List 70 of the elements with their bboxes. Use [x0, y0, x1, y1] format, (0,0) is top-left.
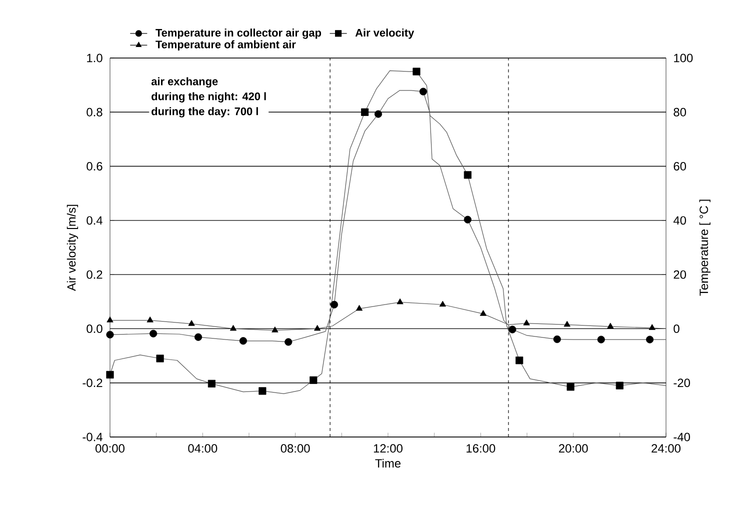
point — [553, 335, 561, 344]
x-tick-label: 20:00 — [558, 444, 588, 453]
point — [396, 298, 404, 304]
y2-tick-label: 100 — [674, 54, 693, 62]
point — [284, 338, 292, 346]
point — [150, 330, 158, 338]
y-tick-label: 0.6 — [86, 162, 102, 171]
x-tick-label: 04:00 — [188, 444, 218, 453]
point — [194, 333, 202, 341]
y2-axis-title: Temperature [ °C ] — [699, 200, 710, 296]
x-tick-label: 00:00 — [96, 444, 124, 453]
y-tick-label: -0.2 — [82, 378, 102, 388]
y2-tick-label: 60 — [674, 162, 686, 171]
point — [480, 310, 487, 316]
point — [146, 316, 154, 322]
y2-tick-label: 40 — [673, 216, 686, 225]
point — [258, 387, 266, 395]
y-tick-label: 0.4 — [86, 216, 102, 225]
y-tick-label: -0.4 — [82, 432, 102, 442]
legend-label: Temperature of ambient air — [156, 40, 296, 50]
point — [330, 300, 338, 308]
point — [464, 216, 472, 224]
point — [361, 108, 369, 116]
y-tick-label: 1.0 — [87, 54, 102, 62]
point — [464, 171, 472, 179]
point — [646, 336, 654, 344]
point — [239, 337, 247, 345]
point — [188, 320, 195, 326]
point — [156, 354, 164, 362]
legend-label: Temperature in collector air gap — [156, 28, 322, 39]
y2-tick-label: -20 — [674, 378, 690, 388]
y2-tick-label: 0 — [674, 324, 680, 333]
point — [374, 110, 382, 118]
x-tick-label: 16:00 — [466, 444, 496, 453]
point — [230, 324, 237, 331]
point — [310, 376, 318, 384]
point — [106, 370, 114, 379]
point — [523, 320, 530, 326]
point — [516, 356, 524, 364]
annotation: during the night: 420 l — [152, 92, 266, 102]
point — [208, 380, 216, 388]
y-tick-label: 0.2 — [86, 270, 102, 279]
annotation: air exchange — [151, 77, 218, 88]
point — [439, 300, 446, 307]
point — [419, 88, 428, 96]
point — [106, 316, 114, 322]
point — [648, 324, 656, 330]
y2-tick-label: -40 — [674, 432, 690, 442]
x-tick-label: 24:00 — [652, 444, 680, 453]
point — [566, 383, 574, 391]
point — [597, 336, 605, 344]
y2-tick-label: 80 — [674, 108, 686, 116]
y2-tick-label: 20 — [674, 270, 686, 279]
legend-label: Air velocity — [355, 28, 414, 39]
point — [412, 68, 420, 76]
point — [272, 326, 278, 332]
y-axis-title: Air velocity [m/s] — [66, 204, 78, 291]
point — [106, 330, 114, 338]
point — [616, 382, 624, 390]
point — [607, 322, 614, 329]
annotation: during the day: 700 l — [152, 107, 258, 118]
y-tick-label: 0.0 — [86, 324, 102, 333]
x-tick-label: 12:00 — [374, 444, 402, 453]
y-tick-label: 0.8 — [86, 108, 102, 116]
point — [508, 326, 516, 334]
point — [356, 304, 363, 311]
x-tick-label: 08:00 — [280, 444, 310, 453]
point — [564, 320, 570, 327]
x-axis-title: Time — [375, 458, 401, 468]
point — [314, 324, 321, 331]
